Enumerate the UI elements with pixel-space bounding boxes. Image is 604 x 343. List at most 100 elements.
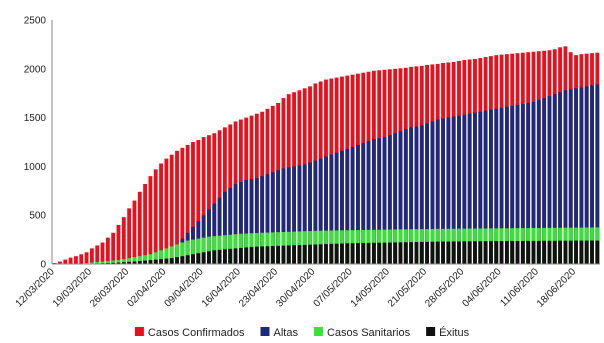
bar-s1-d48 xyxy=(308,162,312,264)
bar-s3-d16 xyxy=(137,261,142,264)
bar-s3-d45 xyxy=(292,245,296,264)
bar-s3-d83 xyxy=(494,241,499,264)
bar-s0-d21 xyxy=(164,158,169,264)
bar-s1-d30 xyxy=(212,203,217,264)
bar-s2-d12 xyxy=(116,260,121,264)
bar-s2-d28 xyxy=(201,237,206,264)
bar-s3-d101 xyxy=(590,240,594,264)
bar-s2-d14 xyxy=(127,258,132,264)
legend-swatch-2 xyxy=(313,327,323,336)
bar-s2-d15 xyxy=(132,257,137,264)
bar-s3-d91 xyxy=(536,240,541,264)
bar-s3-d81 xyxy=(483,241,488,264)
bar-s0-d2 xyxy=(63,259,68,264)
bar-s3-d71 xyxy=(430,241,435,264)
bar-s1-d52 xyxy=(329,154,334,264)
bar-s3-d56 xyxy=(350,243,355,264)
bar-s0-d5 xyxy=(79,254,84,264)
bar-s1-d63 xyxy=(387,135,392,264)
bar-s3-d28 xyxy=(201,252,206,264)
bar-s1-d37 xyxy=(249,179,254,264)
bar-s3-d25 xyxy=(185,255,190,264)
bar-s3-d92 xyxy=(542,240,547,264)
bar-s3-d62 xyxy=(382,242,387,264)
bar-s0-d20 xyxy=(159,163,163,264)
bar-s1-d91 xyxy=(536,100,541,264)
bar-s1-d76 xyxy=(457,115,461,265)
bar-s2-d25 xyxy=(185,240,190,264)
bar-s3-d12 xyxy=(116,262,121,264)
bar-s2-d24 xyxy=(180,242,185,264)
bar-s0-d26 xyxy=(191,142,195,264)
bar-s1-d88 xyxy=(520,103,525,264)
x-tick-9: 14/05/2020 xyxy=(349,266,392,309)
bar-s1-d50 xyxy=(318,158,323,264)
bar-s0-d28 xyxy=(201,137,206,264)
bar-s0-d14 xyxy=(127,208,132,264)
bar-s1-d70 xyxy=(425,123,429,265)
bar-s3-d13 xyxy=(121,262,126,264)
bar-s3-d94 xyxy=(552,240,557,264)
bar-s1-d90 xyxy=(531,101,536,264)
y-tick-2: 1000 xyxy=(24,162,47,173)
bar-s0-d8 xyxy=(95,245,100,264)
x-tick-3: 02/04/2020 xyxy=(125,266,168,309)
bar-s1-d36 xyxy=(244,180,249,264)
bar-s1-d40 xyxy=(265,174,270,264)
x-tick-11: 28/05/2020 xyxy=(423,266,466,309)
bar-s0-d3 xyxy=(68,257,73,264)
bar-s1-d34 xyxy=(233,183,238,264)
bar-s2-d18 xyxy=(148,254,153,264)
bar-s0-d25 xyxy=(185,144,190,264)
bar-s3-d42 xyxy=(276,245,281,264)
bar-s0-d9 xyxy=(100,242,105,264)
bar-s3-d14 xyxy=(127,261,132,264)
bar-s3-d21 xyxy=(164,258,169,264)
bar-s3-d100 xyxy=(584,240,589,264)
x-tick-10: 21/05/2020 xyxy=(386,266,429,309)
bar-s1-d74 xyxy=(446,117,451,264)
bar-s3-d44 xyxy=(286,245,291,264)
bar-s1-d32 xyxy=(223,191,227,264)
bar-s2-d7 xyxy=(89,262,94,264)
x-tick-5: 16/04/2020 xyxy=(200,266,243,309)
bar-s3-d19 xyxy=(153,259,158,264)
bar-s1-d51 xyxy=(324,156,328,264)
bar-s1-d80 xyxy=(478,111,483,265)
bars-layer xyxy=(52,46,600,265)
y-tick-3: 1500 xyxy=(24,113,47,124)
bar-s3-d73 xyxy=(441,241,445,264)
bar-s1-d95 xyxy=(558,92,563,264)
bar-s3-d76 xyxy=(457,241,461,264)
bar-s3-d47 xyxy=(302,244,307,264)
bar-s3-d31 xyxy=(217,249,222,264)
series-3 xyxy=(84,240,600,264)
bar-s0-d22 xyxy=(169,154,174,264)
bar-s1-d49 xyxy=(313,160,318,264)
bar-s0-d10 xyxy=(105,237,110,264)
bar-s1-d68 xyxy=(414,126,419,264)
bar-s3-d34 xyxy=(233,248,238,264)
bar-s2-d8 xyxy=(95,262,100,264)
bar-s2-d16 xyxy=(137,256,142,264)
bar-s0-d1 xyxy=(58,261,62,264)
bar-s3-d17 xyxy=(143,260,148,264)
bar-s1-d41 xyxy=(270,172,275,264)
bar-s3-d38 xyxy=(254,246,259,264)
bar-s3-d46 xyxy=(297,245,302,264)
y-tick-1: 500 xyxy=(29,211,46,222)
bar-s2-d9 xyxy=(100,261,105,264)
bar-s0-d12 xyxy=(116,224,121,264)
bar-s1-d44 xyxy=(286,167,291,264)
legend-swatch-0 xyxy=(134,327,144,336)
bar-s1-d83 xyxy=(494,108,499,264)
bar-s1-d69 xyxy=(419,125,424,264)
bar-s1-d84 xyxy=(499,107,504,264)
bar-s1-d86 xyxy=(510,105,515,264)
bar-s1-d43 xyxy=(281,168,286,264)
bar-s3-d48 xyxy=(308,244,312,264)
legend: Casos Confirmados Altas Casos Sanitarios Éx… xyxy=(134,326,470,339)
bar-s1-d92 xyxy=(542,98,547,264)
bar-s1-d89 xyxy=(526,102,531,265)
